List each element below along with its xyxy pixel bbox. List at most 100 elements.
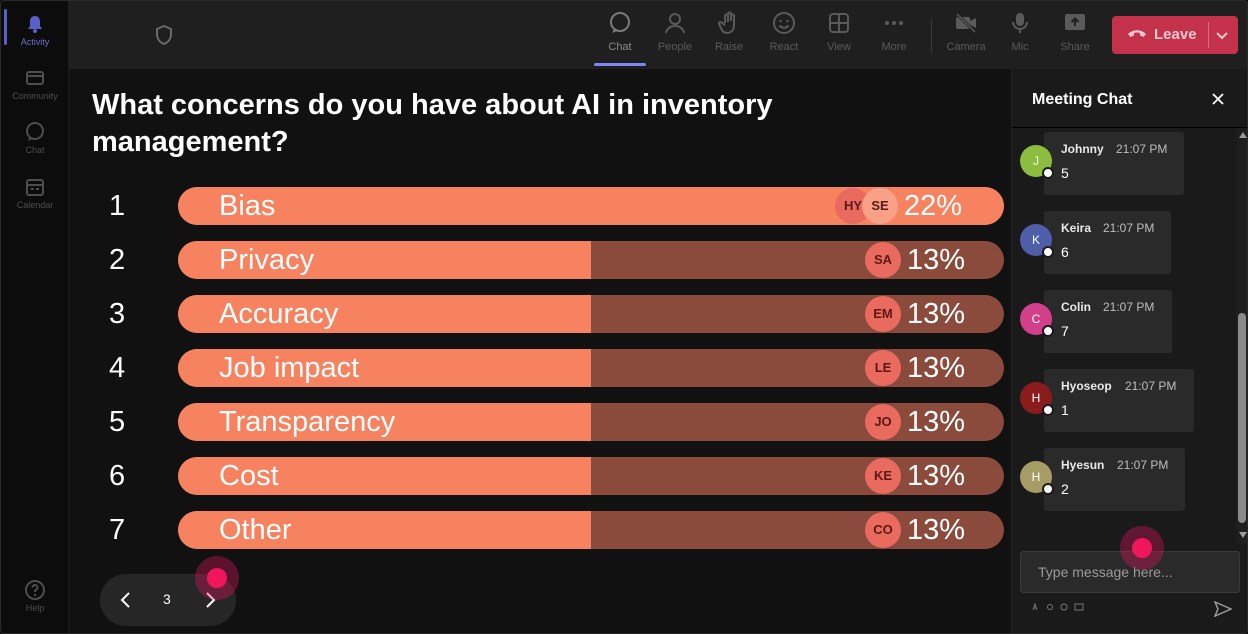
click-indicator — [1120, 526, 1164, 570]
poll-option-label: Privacy — [219, 244, 315, 276]
chat-scrollbar[interactable] — [1236, 128, 1247, 544]
toolbar-view-button[interactable]: View — [815, 11, 863, 53]
poll-option-label: Job impact — [219, 352, 360, 384]
chevron-down-icon[interactable] — [1214, 27, 1230, 43]
poll-row: 1 Bias HY SE 22% — [69, 187, 1011, 225]
poll-percent: 13% — [907, 514, 966, 546]
toolbar-people-button[interactable]: People — [651, 11, 699, 53]
chat-message: Hyoseop 21:07 PM 1 H — [1012, 369, 1236, 433]
toolbar-label: Chat — [608, 41, 632, 53]
voter-avatar: SA — [865, 242, 901, 278]
scroll-down-icon[interactable] — [1239, 532, 1247, 538]
toolbar-share-button[interactable]: Share — [1051, 11, 1099, 53]
rail-item-label: Help — [25, 603, 45, 613]
poll-row: 3 Accuracy EM 13% — [69, 295, 1011, 333]
poll-bar: Privacy SA 13% — [178, 241, 1004, 279]
message-text: 2 — [1061, 481, 1069, 497]
status-dot — [1042, 325, 1054, 337]
toolbar-mic-button[interactable]: Mic — [996, 11, 1044, 53]
poll-rank: 7 — [109, 514, 126, 546]
poll-bar: Cost KE 13% — [178, 457, 1004, 495]
leave-button[interactable]: Leave — [1112, 16, 1238, 54]
scroll-up-icon[interactable] — [1239, 132, 1247, 138]
rail-item-label: Activity — [20, 37, 50, 47]
voter-avatar: LE — [865, 350, 901, 386]
avatar: C — [1020, 303, 1054, 337]
status-dot — [1042, 483, 1054, 495]
avatar: H — [1020, 461, 1054, 495]
leave-divider — [1208, 22, 1209, 48]
rail-item-help[interactable]: Help — [1, 579, 69, 613]
rail-item-label: Chat — [25, 145, 45, 155]
message-time: 21:07 PM — [1117, 458, 1169, 472]
message-bubble: Johnny 21:07 PM 5 — [1044, 132, 1184, 195]
app-rail: Activity Community Chat Calendar Help — [1, 1, 69, 633]
message-text: 7 — [1061, 323, 1069, 339]
toolbar-label: React — [769, 41, 799, 53]
status-dot — [1042, 404, 1054, 416]
shield-icon — [156, 25, 172, 45]
message-composer — [1020, 551, 1240, 593]
chevron-left-icon[interactable] — [117, 590, 135, 610]
status-dot — [1042, 167, 1054, 179]
poll-row: 2 Privacy SA 13% — [69, 241, 1011, 279]
poll-percent: 13% — [907, 298, 966, 330]
avatar-initial: J — [1033, 154, 1039, 168]
poll-rank: 5 — [109, 406, 126, 438]
poll-bar-fill — [178, 349, 591, 387]
rail-item-community[interactable]: Community — [1, 67, 69, 101]
poll-bar: Accuracy EM 13% — [178, 295, 1004, 333]
poll-bar: Transparency JO 13% — [178, 403, 1004, 441]
toolbar-react-button[interactable]: React — [760, 11, 808, 53]
toolbar-camera-button[interactable]: Camera — [942, 11, 990, 53]
avatar: J — [1020, 145, 1054, 179]
poll-percent: 13% — [907, 244, 966, 276]
poll-option-label: Transparency — [219, 406, 396, 438]
rail-item-calendar[interactable]: Calendar — [1, 176, 69, 210]
toolbar-label: Mic — [1011, 41, 1029, 53]
message-time: 21:07 PM — [1125, 379, 1177, 393]
message-bubble: Keira 21:07 PM 6 — [1044, 211, 1171, 274]
rail-item-chat[interactable]: Chat — [1, 121, 69, 155]
chevron-right-icon[interactable] — [201, 590, 219, 610]
rail-item-activity[interactable]: Activity — [1, 9, 69, 47]
message-input[interactable] — [1021, 552, 1239, 592]
poll-option-label: Other — [219, 514, 292, 546]
toolbar-more-button[interactable]: More — [870, 11, 918, 53]
status-dot — [1042, 246, 1054, 258]
scroll-thumb[interactable] — [1238, 313, 1246, 523]
sender-name: Hyesun — [1061, 458, 1105, 472]
avatar-initial: C — [1031, 312, 1041, 326]
page-number: 3 — [163, 591, 171, 607]
toolbar-label: More — [881, 41, 907, 53]
voter-avatar: CO — [865, 512, 901, 548]
mic-icon — [1012, 13, 1028, 33]
poll-bar: Job impact LE 13% — [178, 349, 1004, 387]
toolbar-label: Camera — [946, 41, 986, 53]
phone-hangup-icon — [1128, 30, 1146, 37]
format-toolbar-icons[interactable] — [1032, 603, 1088, 611]
message-bubble: Hyesun 21:07 PM 2 — [1044, 448, 1185, 511]
chat-divider — [1012, 127, 1247, 128]
message-time: 21:07 PM — [1103, 300, 1155, 314]
toolbar-label: View — [827, 41, 851, 53]
community-icon — [26, 71, 44, 85]
toolbar-divider — [931, 19, 932, 53]
chat-messages[interactable]: Johnny 21:07 PM 5 J Keira 21:07 PM 6 K — [1012, 128, 1236, 544]
avatar-initial: H — [1031, 470, 1041, 484]
message-bubble: Colin 21:07 PM 7 — [1044, 290, 1172, 353]
chat-message: Colin 21:07 PM 7 C — [1012, 290, 1236, 354]
close-icon[interactable] — [1210, 91, 1226, 107]
poll-option-label: Cost — [219, 460, 279, 492]
calendar-icon — [26, 179, 44, 196]
leave-label: Leave — [1154, 26, 1197, 43]
chat-message: Johnny 21:07 PM 5 J — [1012, 132, 1236, 196]
poll-results: What concerns do you have about AI in in… — [69, 69, 1011, 633]
avatar: K — [1020, 224, 1054, 258]
send-icon[interactable] — [1214, 601, 1232, 617]
toolbar-raise-button[interactable]: Raise — [705, 11, 753, 53]
poll-bar: Bias HY SE 22% — [178, 187, 1004, 225]
chat-icon — [610, 12, 630, 33]
toolbar-chat-button[interactable]: Chat — [594, 11, 646, 66]
